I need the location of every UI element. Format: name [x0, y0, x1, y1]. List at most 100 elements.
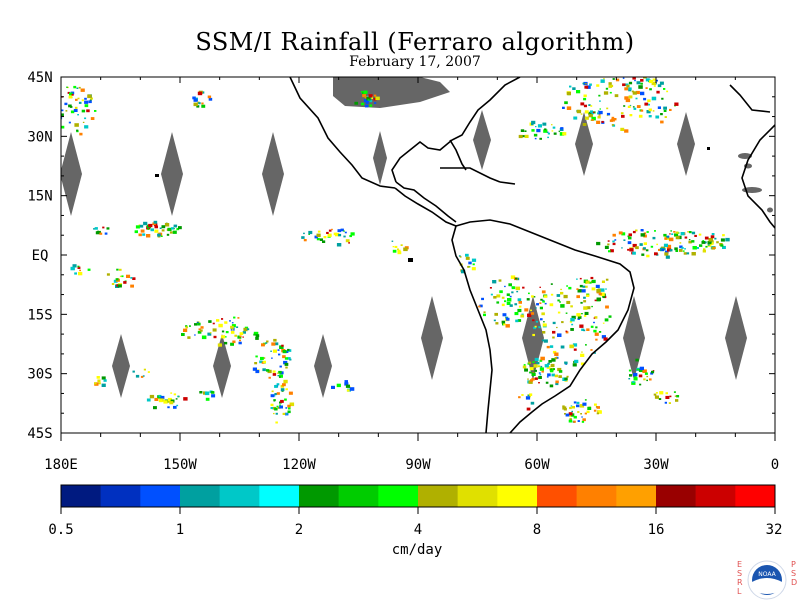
rain-pixel: [285, 407, 288, 409]
rain-pixel: [648, 108, 652, 112]
rain-pixel: [568, 419, 573, 423]
rain-pixel: [147, 371, 150, 373]
rain-pixel: [57, 120, 59, 121]
rain-pixel: [675, 399, 679, 402]
colorbar-tick-label: 32: [765, 522, 783, 538]
rain-pixel: [336, 383, 341, 388]
rain-pixel: [539, 374, 542, 376]
rain-pixel: [644, 102, 649, 106]
rain-pixel: [263, 360, 266, 364]
rain-pixel: [160, 235, 163, 237]
rain-pixel: [612, 240, 615, 243]
rain-pixel: [367, 99, 370, 101]
rain-pixel: [568, 412, 573, 416]
rain-pixel: [79, 132, 83, 136]
rain-pixel: [596, 241, 601, 246]
rain-pixel: [88, 100, 92, 104]
rain-pixel: [284, 357, 288, 360]
rain-pixel: [541, 290, 546, 294]
rain-pixel: [627, 248, 630, 251]
rain-pixel: [84, 104, 89, 108]
rain-pixel: [212, 322, 215, 325]
rain-pixel: [702, 240, 704, 242]
colorbar-swatch: [378, 485, 419, 507]
rain-pixel: [586, 294, 590, 297]
rain-pixel: [255, 355, 258, 358]
rain-pixel: [511, 291, 514, 294]
rain-pixel: [194, 334, 196, 336]
rain-pixel: [533, 133, 538, 137]
rain-pixel: [545, 381, 549, 384]
rain-pixel: [586, 85, 591, 89]
rain-pixel: [588, 104, 591, 106]
rain-pixel: [231, 324, 236, 328]
rain-pixel: [684, 236, 688, 239]
rain-pixel: [157, 233, 161, 237]
rain-pixel: [603, 337, 608, 341]
rain-pixel: [521, 394, 524, 396]
rain-pixel: [54, 93, 58, 96]
colorbar-tick-label: 1: [175, 522, 185, 538]
rain-pixel: [581, 328, 585, 331]
rain-pixel: [541, 370, 544, 373]
rain-pixel: [635, 229, 638, 232]
rain-pixel: [366, 97, 371, 101]
rain-pixel: [86, 109, 90, 113]
rain-pixel: [564, 413, 566, 415]
rain-pixel: [643, 242, 647, 245]
rain-pixel: [516, 290, 519, 293]
rain-pixel: [397, 248, 399, 250]
rain-pixel: [170, 392, 173, 394]
rain-pixel: [279, 365, 282, 368]
rain-pixel: [625, 98, 631, 103]
rain-pixel: [78, 101, 82, 104]
rain-pixel: [496, 294, 501, 298]
rain-pixel: [581, 313, 583, 315]
rain-pixel: [615, 78, 620, 82]
rain-pixel: [167, 406, 170, 409]
rain-pixel: [224, 341, 228, 345]
rain-pixel: [652, 236, 656, 240]
rain-pixel: [159, 227, 162, 229]
rain-pixel: [76, 87, 79, 89]
rain-pixel: [138, 224, 141, 226]
rain-pixel: [198, 102, 201, 105]
rain-pixel: [68, 121, 71, 124]
rain-pixel: [524, 134, 529, 138]
rain-pixel: [275, 421, 278, 424]
rain-pixel: [579, 277, 582, 280]
rain-pixel: [369, 100, 373, 103]
rain-pixel: [569, 415, 572, 418]
rain-pixel: [584, 399, 587, 401]
no-data-region: [333, 77, 450, 108]
rain-pixel: [611, 124, 614, 126]
rain-pixel: [669, 233, 671, 235]
rain-pixel: [70, 110, 75, 114]
rain-pixel: [94, 227, 98, 230]
gap-swath: [112, 334, 130, 398]
rain-pixel: [600, 288, 605, 292]
rain-pixel: [580, 362, 585, 366]
rain-pixel: [699, 244, 703, 247]
rain-pixel: [265, 342, 268, 344]
rain-pixel: [684, 248, 686, 250]
rain-pixel: [556, 294, 561, 297]
rain-pixel: [580, 113, 583, 115]
rain-pixel: [520, 314, 525, 318]
rain-pixel: [197, 330, 202, 334]
rain-pixel: [196, 105, 200, 108]
rain-pixel: [628, 233, 632, 237]
rain-pixel: [638, 374, 643, 378]
rain-pixel: [259, 360, 263, 364]
rain-pixel: [593, 321, 595, 324]
rain-pixel: [121, 275, 124, 278]
rain-pixel: [598, 94, 601, 97]
rain-pixel: [288, 391, 293, 395]
gap-swath: [213, 334, 231, 398]
rain-pixel: [674, 233, 679, 237]
rain-pixel: [527, 313, 532, 317]
rain-pixel: [647, 103, 650, 106]
rain-pixel: [665, 250, 669, 254]
rain-pixel: [403, 247, 408, 252]
